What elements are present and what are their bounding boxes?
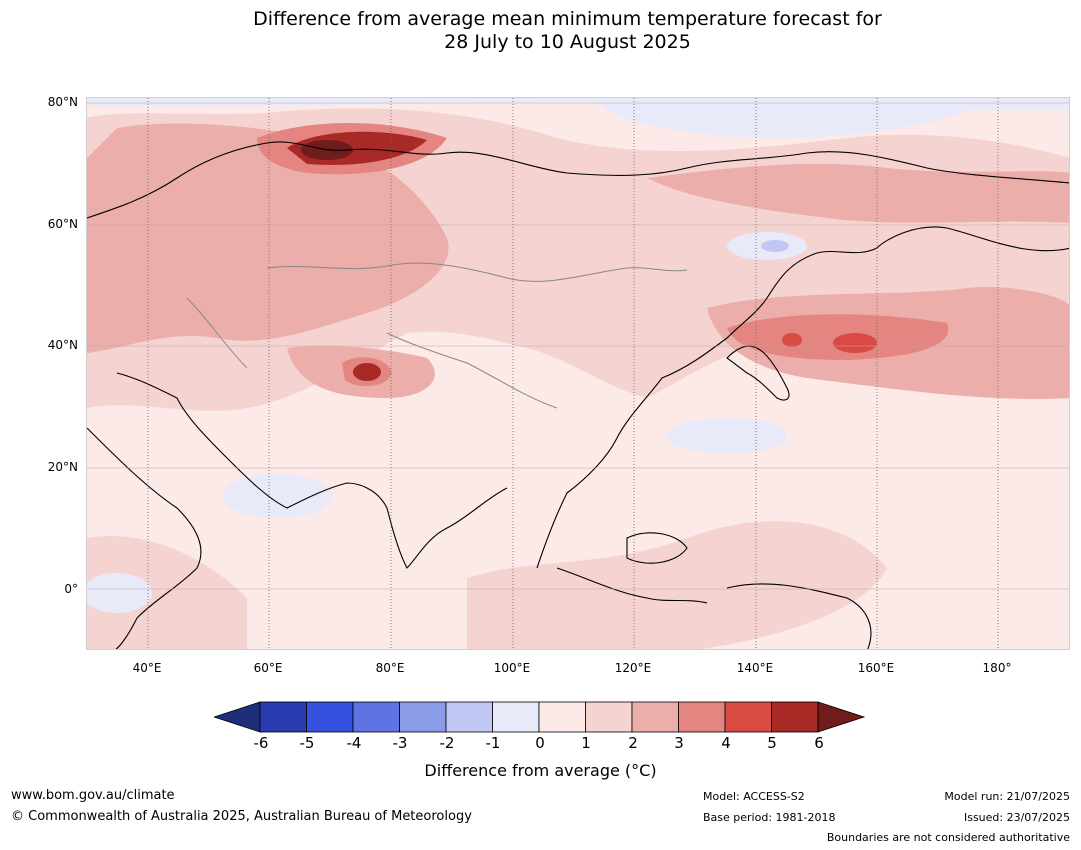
anomaly-cool-arctic-ocean xyxy=(597,98,987,138)
colorbar-tick: 1 xyxy=(581,734,591,752)
anomaly-cool-east-africa xyxy=(87,573,152,613)
title-line-2: 28 July to 10 August 2025 xyxy=(444,31,691,53)
footer-url: www.bom.gov.au/climate xyxy=(11,788,175,803)
map-canvas xyxy=(87,98,1069,649)
anomaly-band-2-3-siberia xyxy=(647,163,1069,223)
colorbar-segment xyxy=(492,701,540,733)
east-asia-coastline xyxy=(536,226,1069,569)
forecast-map xyxy=(86,97,1070,650)
colorbar-label: Difference from average (°C) xyxy=(424,761,657,780)
latitude-lines xyxy=(87,102,1069,590)
arabia-africa-coastline xyxy=(87,427,202,649)
longitude-lines xyxy=(147,98,999,649)
border-middle-east xyxy=(186,297,248,369)
colorbar xyxy=(214,701,866,733)
border-himalaya xyxy=(386,332,558,409)
colorbar-tick: 5 xyxy=(767,734,777,752)
anomaly-cool-okhotsk-core xyxy=(761,240,789,252)
anomaly-cool-philippine-sea xyxy=(667,418,787,454)
footer-copyright: © Commonwealth of Australia 2025, Austra… xyxy=(11,809,472,824)
anomaly-core-pacific xyxy=(833,333,877,353)
lon-label-100e: 100°E xyxy=(493,661,531,675)
colorbar-tick: -4 xyxy=(346,734,362,752)
title-line-1: Difference from average mean minimum tem… xyxy=(253,8,882,30)
colorbar-segment xyxy=(771,701,819,733)
footer-model-run: Model run: 21/07/2025 xyxy=(944,790,1070,803)
colorbar-tick: -5 xyxy=(299,734,315,752)
colorbar-extension-low xyxy=(214,701,261,733)
border-central-asia xyxy=(266,262,688,282)
map-title: Difference from average mean minimum tem… xyxy=(0,8,1081,54)
country-borders xyxy=(186,262,688,409)
lon-label-160e: 160°E xyxy=(857,661,895,675)
colorbar-tick: -2 xyxy=(439,734,455,752)
anomaly-band-1-2-south xyxy=(467,521,887,649)
footer-issued: Issued: 23/07/2025 xyxy=(963,811,1070,824)
borneo-coastline xyxy=(626,532,688,564)
colorbar-tick: 0 xyxy=(535,734,545,752)
colorbar-segment xyxy=(678,701,726,733)
footer-base-period: Base period: 1981-2018 xyxy=(703,811,836,824)
colorbar-segment xyxy=(306,701,354,733)
lat-label-80n: 80°N xyxy=(47,95,78,109)
lon-label-60e: 60°E xyxy=(253,661,283,675)
lat-label-60n: 60°N xyxy=(47,217,78,231)
colorbar-segment xyxy=(445,701,493,733)
anomaly-core-himalaya xyxy=(353,363,381,381)
colorbar-tick: 4 xyxy=(721,734,731,752)
colorbar-tick: -6 xyxy=(253,734,269,752)
lon-label-120e: 120°E xyxy=(614,661,652,675)
south-asia-coastline xyxy=(116,372,508,569)
lon-label-80e: 80°E xyxy=(375,661,405,675)
lat-label-40n: 40°N xyxy=(47,338,78,352)
lon-label-180: 180° xyxy=(982,661,1012,675)
colorbar-segment xyxy=(259,701,307,733)
anomaly-band-2-3-europe xyxy=(87,123,449,354)
colorbar-extension-high xyxy=(817,701,866,733)
colorbar-segments xyxy=(214,701,866,733)
colorbar-segment xyxy=(631,701,679,733)
indonesia-coastline xyxy=(556,567,708,604)
colorbar-segment xyxy=(538,701,586,733)
colorbar-tick: 6 xyxy=(814,734,824,752)
colorbar-tick: 2 xyxy=(628,734,638,752)
lon-label-140e: 140°E xyxy=(736,661,774,675)
lat-label-20n: 20°N xyxy=(47,460,78,474)
colorbar-tick: 3 xyxy=(674,734,684,752)
lat-label-0: 0° xyxy=(64,582,78,596)
colorbar-segment xyxy=(724,701,772,733)
colorbar-segment xyxy=(399,701,447,733)
colorbar-tick: -3 xyxy=(392,734,408,752)
anomaly-cool-arabian xyxy=(222,474,332,518)
footer-disclaimer: Boundaries are not considered authoritat… xyxy=(826,831,1070,844)
arctic-coastline xyxy=(87,141,1069,219)
footer-model: Model: ACCESS-S2 xyxy=(703,790,805,803)
colorbar-segment xyxy=(585,701,633,733)
colorbar-tick: -1 xyxy=(485,734,501,752)
new-guinea-coastline xyxy=(726,583,872,649)
colorbar-segment xyxy=(352,701,400,733)
coastlines xyxy=(87,141,1069,649)
anomaly-core-japan xyxy=(782,333,802,347)
lon-label-40e: 40°E xyxy=(132,661,162,675)
